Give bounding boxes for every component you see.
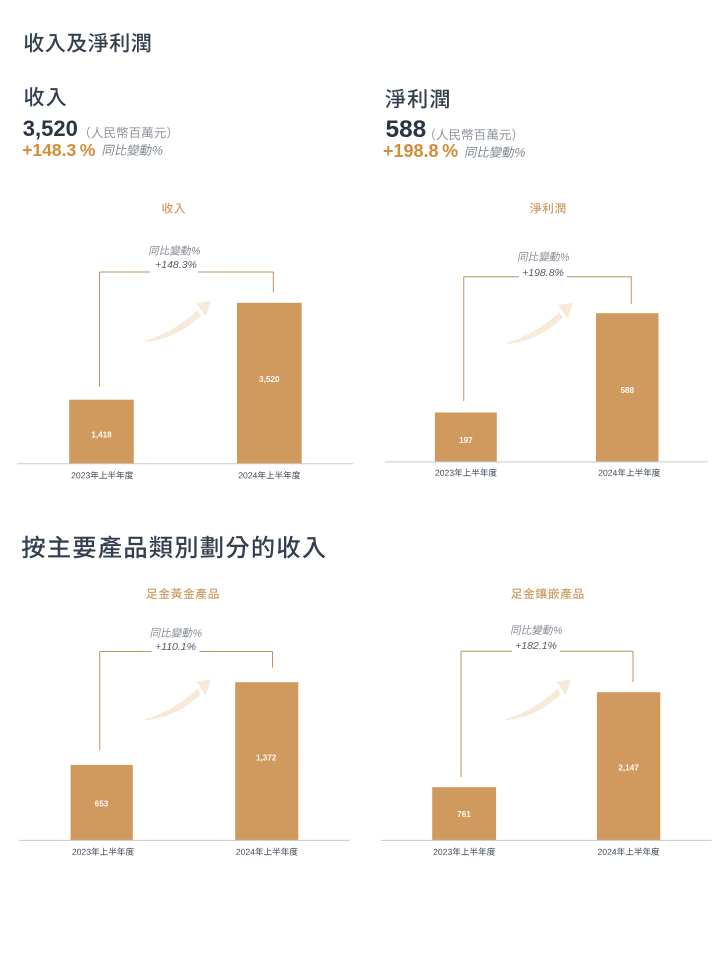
svg-text:1,418: 1,418 bbox=[91, 430, 112, 439]
svg-text:+148.3%: +148.3% bbox=[155, 259, 197, 271]
svg-text:761: 761 bbox=[457, 810, 471, 819]
svg-text:588: 588 bbox=[620, 386, 634, 395]
svg-text:+198.8 %: +198.8 % bbox=[383, 141, 458, 161]
svg-text:588: 588 bbox=[386, 116, 427, 143]
svg-text:3,520: 3,520 bbox=[23, 116, 78, 141]
svg-text:197: 197 bbox=[459, 436, 473, 445]
svg-text:+182.1%: +182.1% bbox=[515, 640, 557, 652]
svg-text:+198.8%: +198.8% bbox=[522, 267, 564, 279]
svg-text:1,372: 1,372 bbox=[256, 754, 277, 763]
svg-text:653: 653 bbox=[95, 800, 109, 809]
svg-text:+110.1%: +110.1% bbox=[155, 641, 196, 653]
svg-text:3,520: 3,520 bbox=[259, 375, 280, 384]
svg-text:2,147: 2,147 bbox=[618, 764, 639, 773]
svg-text:+148.3 %: +148.3 % bbox=[22, 140, 96, 160]
